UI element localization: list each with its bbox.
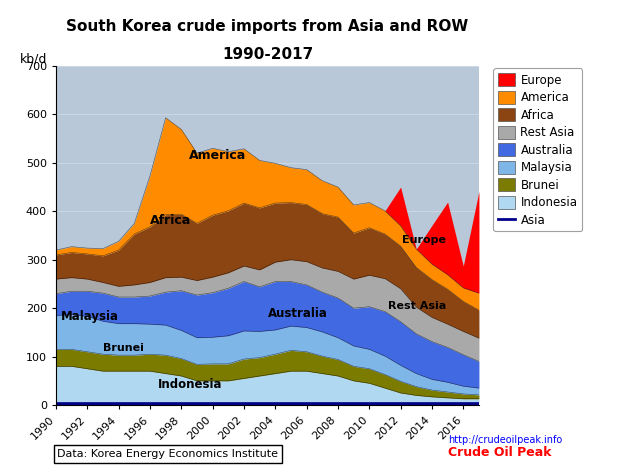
Text: 1990-2017: 1990-2017 xyxy=(222,47,313,62)
Text: Indonesia: Indonesia xyxy=(158,378,222,391)
Text: Europe: Europe xyxy=(402,236,446,245)
Legend: Europe, America, Africa, Rest Asia, Australia, Malaysia, Brunei, Indonesia, Asia: Europe, America, Africa, Rest Asia, Aust… xyxy=(493,68,582,231)
Text: http://crudeoilpeak.info: http://crudeoilpeak.info xyxy=(448,435,562,445)
Text: Africa: Africa xyxy=(150,214,191,227)
Text: Brunei: Brunei xyxy=(103,343,144,353)
Text: Australia: Australia xyxy=(267,308,327,320)
Text: Data: Korea Energy Economics Institute: Data: Korea Energy Economics Institute xyxy=(57,449,279,459)
Text: Malaysia: Malaysia xyxy=(61,310,119,324)
Text: kb/d: kb/d xyxy=(20,52,47,65)
Text: America: America xyxy=(189,149,246,162)
Text: Crude Oil Peak: Crude Oil Peak xyxy=(448,446,551,459)
Text: Rest Asia: Rest Asia xyxy=(388,301,447,311)
Text: South Korea crude imports from Asia and ROW: South Korea crude imports from Asia and … xyxy=(67,19,468,34)
